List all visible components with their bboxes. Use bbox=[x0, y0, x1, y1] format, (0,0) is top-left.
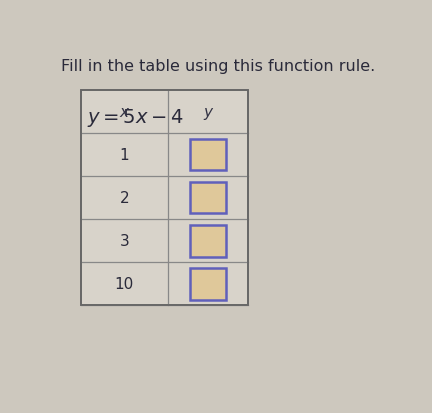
Bar bbox=[191, 225, 226, 257]
Bar bbox=[191, 140, 226, 171]
Text: y: y bbox=[203, 105, 213, 120]
Bar bbox=[81, 91, 248, 306]
Text: $y=5x-4$: $y=5x-4$ bbox=[87, 107, 184, 129]
Text: 1: 1 bbox=[120, 148, 129, 163]
Bar bbox=[81, 91, 248, 306]
Text: 3: 3 bbox=[119, 234, 129, 249]
Text: 10: 10 bbox=[114, 277, 134, 292]
Text: 2: 2 bbox=[120, 191, 129, 206]
Bar bbox=[191, 183, 226, 214]
Text: Fill in the table using this function rule.: Fill in the table using this function ru… bbox=[60, 59, 375, 74]
Text: x: x bbox=[120, 105, 129, 120]
Bar bbox=[191, 268, 226, 300]
